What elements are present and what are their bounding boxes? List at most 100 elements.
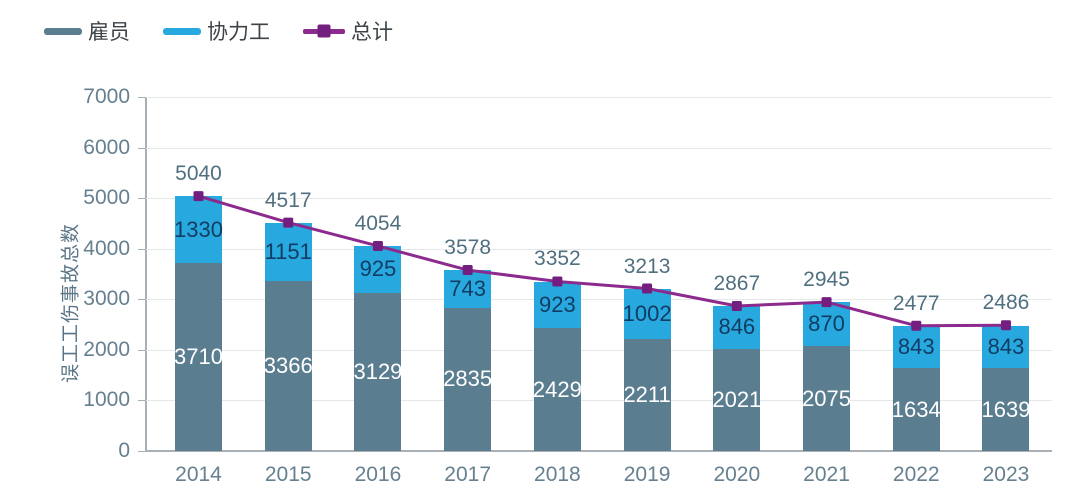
contractor-value-label: 843 (897, 334, 935, 360)
x-axis-label: 2022 (892, 463, 940, 486)
bar-employee-segment: 1634 (891, 368, 941, 451)
contractor-value-label: 1151 (264, 238, 312, 264)
bar-contractor-segment: 1151 (264, 222, 312, 281)
bar-employee-segment: 3129 (353, 292, 403, 451)
employee-value-label: 3129 (353, 358, 403, 384)
y-tick-label: 7000 (83, 85, 130, 108)
contractor-value-label: 870 (808, 311, 845, 337)
bar-2014: 3710 1330 (174, 97, 223, 451)
total-value-label: 2477 (892, 291, 940, 315)
bar-2015: 3366 1151 (263, 97, 313, 451)
gridline (146, 97, 1052, 98)
x-axis-label: 2021 (803, 463, 850, 486)
bar-2023: 1639 843 (981, 97, 1031, 451)
y-tick-mark (138, 198, 145, 200)
bar-employee-segment: 2429 (532, 328, 582, 451)
legend-label-employee: 雇员 (88, 21, 130, 44)
y-tick-label: 3000 (83, 287, 130, 311)
bar-2016: 3129 925 (353, 97, 403, 451)
bar-contractor-segment: 1002 (622, 288, 672, 340)
bar-employee-segment: 2075 (802, 346, 852, 451)
employee-value-label: 2075 (802, 385, 852, 411)
x-axis-label: 2015 (264, 463, 312, 486)
x-axis-label: 2014 (175, 463, 222, 486)
employee-value-label: 3366 (263, 352, 313, 378)
gridline (146, 349, 1052, 351)
bar-2018: 2429 923 (532, 97, 582, 451)
legend: 雇员 协力工 总计 (44, 16, 393, 46)
x-axis-label: 2018 (534, 463, 581, 486)
total-value-label: 2867 (713, 272, 761, 295)
y-tick-label: 2000 (83, 337, 130, 361)
y-tick-mark (138, 400, 145, 402)
y-tick-mark (138, 248, 145, 250)
x-axis-label: 2019 (623, 463, 671, 486)
contractor-value-label: 743 (449, 275, 487, 301)
bar-2017: 2835 743 (443, 97, 493, 451)
employee-value-label: 2429 (532, 376, 582, 402)
y-tick-mark (138, 349, 145, 351)
y-tick-mark (138, 97, 145, 98)
bar-contractor-segment: 843 (982, 325, 1030, 369)
bar-contractor-segment: 1330 (174, 196, 223, 264)
total-value-label: 2945 (803, 268, 850, 292)
employee-value-label: 2211 (623, 382, 671, 408)
total-value-label: 5040 (175, 162, 222, 186)
bar-contractor-segment: 843 (892, 325, 940, 369)
plot-area: 3710 1330 5040 3366 1151 4517 3129 925 4054 2835 7… (146, 97, 1052, 451)
bar-employee-segment: 2835 (443, 307, 493, 451)
total-value-label: 3213 (623, 254, 671, 278)
bar-employee-segment: 1639 (981, 368, 1031, 451)
contractor-value-label: 925 (359, 256, 397, 282)
legend-label-total: 总计 (351, 21, 393, 44)
y-axis-line (145, 97, 147, 452)
contractor-swatch-icon (163, 27, 201, 35)
contractor-value-label: 923 (539, 291, 576, 317)
legend-item-total: 总计 (303, 16, 393, 46)
legend-label-contractor: 协力工 (207, 21, 270, 44)
bar-employee-segment: 3366 (263, 280, 313, 451)
bar-employee-segment: 3710 (174, 263, 223, 451)
total-value-label: 3578 (444, 236, 492, 260)
bar-contractor-segment: 846 (713, 306, 761, 349)
bar-employee-segment: 2021 (712, 348, 762, 451)
legend-item-employee: 雇员 (44, 16, 130, 46)
contractor-value-label: 1002 (622, 300, 672, 326)
y-tick-label: 4000 (83, 236, 130, 260)
contractor-value-label: 846 (718, 314, 756, 340)
total-value-label: 4054 (354, 211, 402, 235)
x-axis-label: 2016 (354, 463, 402, 486)
employee-swatch-icon (44, 27, 82, 35)
y-tick-label: 5000 (83, 186, 130, 210)
total-value-label: 2486 (982, 291, 1030, 315)
total-value-label: 3352 (534, 247, 581, 271)
y-tick-mark (138, 451, 145, 452)
contractor-value-label: 843 (987, 333, 1025, 359)
y-tick-label: 0 (118, 439, 130, 462)
total-line-swatch-icon (303, 24, 345, 38)
employee-value-label: 2835 (443, 366, 493, 392)
contractor-value-label: 1330 (174, 216, 223, 242)
x-axis-label: 2017 (444, 463, 492, 486)
y-tick-mark (138, 147, 145, 149)
x-axis-label: 2023 (982, 463, 1030, 486)
bar-contractor-segment: 870 (803, 302, 851, 347)
total-value-label: 4517 (264, 188, 312, 212)
bar-contractor-segment: 923 (533, 281, 581, 329)
bar-employee-segment: 2211 (623, 339, 671, 451)
gridline (146, 147, 1052, 149)
employee-value-label: 1634 (891, 396, 941, 422)
gridline (146, 400, 1052, 402)
y-tick-label: 6000 (83, 135, 130, 159)
employee-value-label: 2021 (712, 386, 762, 412)
x-axis-baseline (146, 450, 1052, 452)
employee-value-label: 3710 (174, 344, 223, 370)
legend-item-contractor: 协力工 (163, 16, 270, 46)
y-tick-label: 1000 (83, 388, 130, 412)
bar-2022: 1634 843 (891, 97, 941, 451)
bar-contractor-segment: 743 (444, 270, 492, 308)
employee-value-label: 1639 (981, 396, 1031, 422)
y-tick-mark (138, 299, 145, 301)
bar-contractor-segment: 925 (354, 246, 402, 293)
